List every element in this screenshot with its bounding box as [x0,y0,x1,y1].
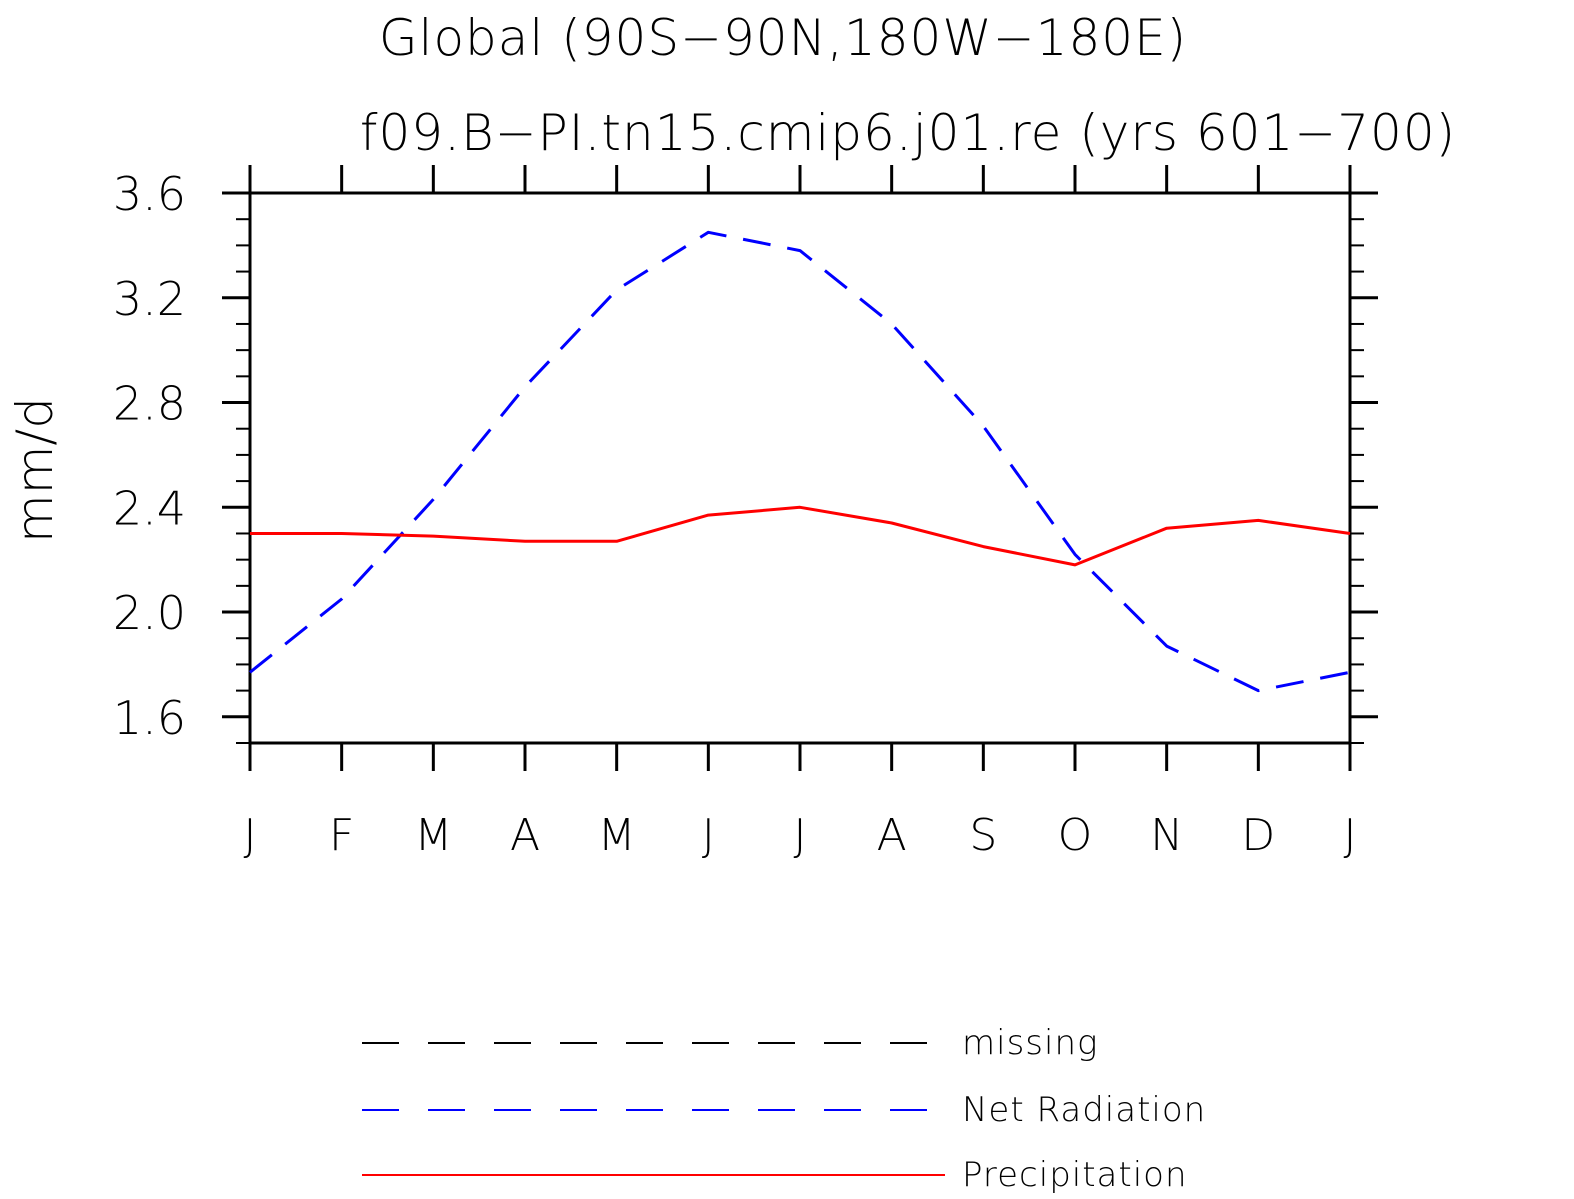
x-tick-label: D [1241,810,1275,861]
x-tick-label: A [877,810,907,861]
x-tick-label: M [414,810,452,861]
legend: missing Net Radiation Precipitation [362,1023,1206,1195]
legend-label: Net Radiation [962,1090,1206,1130]
y-tick-label: 3.2 [113,272,186,326]
x-tick-label: S [969,810,997,861]
y-axis-label: mm/d [6,397,64,543]
series-line-1 [249,230,1351,693]
x-tick-label: F [329,810,354,861]
legend-label: missing [962,1023,1098,1063]
plot-frame [248,191,1352,745]
y-tick-label: 3.6 [113,167,186,221]
x-tick-label: J [794,810,807,861]
x-tick-label: J [1344,810,1357,861]
series-line-2 [250,505,1351,567]
chart-title: Global (90S−90N,180W−180E) [379,9,1187,67]
x-tick-label: J [702,810,715,861]
axes: J F M A M J J A S O N D J 1.6 2.0 2.4 2.8 3.2 3.6 [113,165,1378,861]
plot-lines [249,230,1351,693]
y-tick-label: 2.8 [113,377,186,431]
x-tick-label: N [1150,810,1183,861]
x-tick-label: O [1058,810,1093,861]
y-tick-label: 2.4 [113,481,186,535]
y-tick-label: 1.6 [113,691,186,745]
x-tick-label: M [598,810,636,861]
legend-label: Precipitation [962,1155,1188,1195]
x-tick-label: J [244,810,257,861]
y-tick-label: 2.0 [113,586,186,640]
chart-subtitle: f09.B−PI.tn15.cmip6.j01.re (yrs 601−700) [360,104,1456,162]
x-tick-label: A [510,810,540,861]
